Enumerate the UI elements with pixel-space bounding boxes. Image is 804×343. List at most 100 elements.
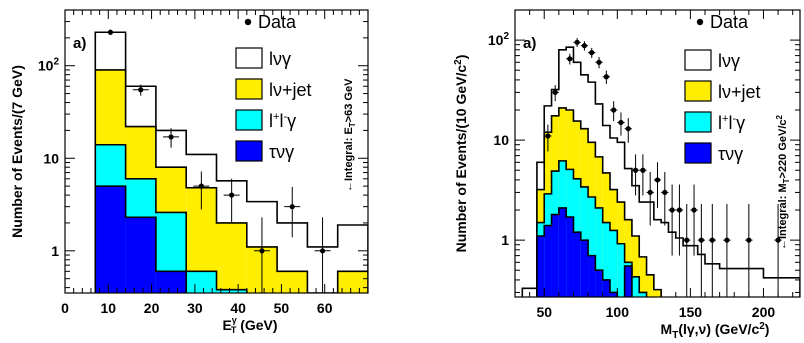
lvg-bin [668, 232, 676, 297]
data-point [138, 87, 144, 93]
tvg-bin [566, 217, 574, 297]
legend-data-marker [696, 18, 704, 26]
tvg-bin [624, 266, 632, 297]
data-point [229, 192, 235, 198]
llg-bin [186, 271, 217, 293]
integral-note: ←Integral: ET>63 GeV [343, 78, 357, 192]
tvg-bin [544, 225, 552, 297]
plot-area [521, 38, 800, 297]
lvg-bin [639, 202, 647, 297]
lvjet-bin [277, 271, 308, 293]
legend-swatch-lvg [684, 49, 712, 71]
legend-label-lvg: lνγ [269, 49, 291, 69]
histogram-tvg [94, 185, 368, 293]
tvg-bin [95, 186, 126, 293]
lvjet-bin [631, 235, 640, 297]
data-points [544, 38, 782, 297]
legend-swatch-tvg [235, 140, 263, 162]
llg-outline [94, 143, 368, 293]
data-point [107, 29, 114, 35]
data-point [259, 248, 265, 254]
lvg-bin [646, 202, 654, 297]
lvjet-bin [639, 256, 647, 297]
lvg-bin [661, 222, 669, 297]
right-panel: 50 100 150 200 1 10 102 Number of Events/(10 Ge… [453, 9, 801, 341]
x-tick-label: 200 [752, 304, 776, 320]
legend-swatch-llg [684, 111, 712, 133]
data-point [603, 74, 609, 80]
y-tick-label: 10 [493, 132, 509, 148]
data-point [709, 237, 715, 243]
y-axis-title: Number of Events/(7 GeV) [9, 65, 25, 238]
data-point [625, 126, 631, 132]
legend-data-label: Data [710, 12, 749, 32]
legend-data-label: Data [258, 12, 297, 32]
data-point [676, 207, 683, 213]
legend: Data lνγ lν+jet l+l-γ τνγ [684, 12, 761, 164]
data-point [596, 59, 602, 65]
data-point [632, 167, 639, 173]
plot-frame [514, 9, 801, 298]
y-tick-label: 102 [38, 57, 60, 74]
x-tick-label: 150 [679, 304, 703, 320]
data-point [545, 133, 551, 139]
llg-bin [631, 276, 640, 297]
x-tick-label: 60 [317, 300, 333, 316]
tvg-bin [558, 207, 567, 297]
llg-bin [595, 207, 603, 297]
legend-label-llg: l+l-γ [718, 113, 745, 133]
data-point [168, 134, 174, 140]
llg-bin [602, 222, 610, 297]
legend-swatch-llg [235, 109, 263, 131]
lvg-bin [690, 245, 698, 297]
llg-bin [639, 292, 647, 297]
x-axis: 0 10 20 30 40 50 60 [61, 10, 369, 316]
data-point [319, 248, 326, 254]
y-axis: 1 10 102 [488, 9, 800, 293]
tvg-bin [536, 235, 545, 297]
tvg-outline [94, 185, 368, 293]
tvg-bin [125, 217, 156, 293]
legend-swatch-lvjet [684, 80, 712, 102]
tvg-bin [573, 232, 581, 297]
y-tick-label: 1 [501, 232, 509, 248]
x-tick-label: 0 [61, 300, 69, 316]
tvg-bin [602, 279, 610, 297]
x-tick-label: 40 [230, 300, 246, 316]
y-tick-label: 1 [51, 243, 59, 259]
tvg-bin [580, 240, 589, 297]
llg-bin [610, 230, 618, 297]
x-axis-title: Eγ T (GeV) [222, 315, 277, 335]
data-point [647, 189, 653, 196]
data-points [102, 29, 331, 293]
x-axis-title: MT(lγ,ν) (GeV/c2) [661, 321, 770, 341]
legend-label-llg: l+l-γ [269, 111, 296, 131]
x-tick-label: 20 [144, 300, 160, 316]
data-point [574, 39, 580, 45]
lvg-bin [792, 277, 800, 297]
llg-bin [617, 243, 625, 297]
llg-bin [216, 289, 247, 293]
data-point [684, 237, 690, 243]
lvg-bin [675, 238, 684, 297]
data-point [552, 89, 558, 96]
panel-label: a) [523, 35, 536, 52]
legend-label-tvg: τνγ [718, 144, 743, 164]
x-tick-label: 50 [274, 300, 290, 316]
tvg-bin [610, 292, 618, 297]
x-tick-label: 100 [606, 304, 630, 320]
tvg-bin [588, 255, 596, 297]
data-point [611, 107, 617, 113]
y-axis-title: Number of Events/(10 GeV/c2) [453, 55, 469, 253]
lvg-outline [521, 46, 800, 297]
legend-swatch-tvg [684, 142, 712, 164]
data-point [618, 119, 624, 126]
panel-label: a) [73, 35, 86, 52]
legend-label-lvjet: lν+jet [269, 80, 312, 100]
data-point [691, 207, 697, 213]
plot-frame [64, 9, 369, 294]
lvg-bin [653, 219, 662, 297]
data-point [589, 50, 595, 56]
data-point [662, 189, 668, 196]
